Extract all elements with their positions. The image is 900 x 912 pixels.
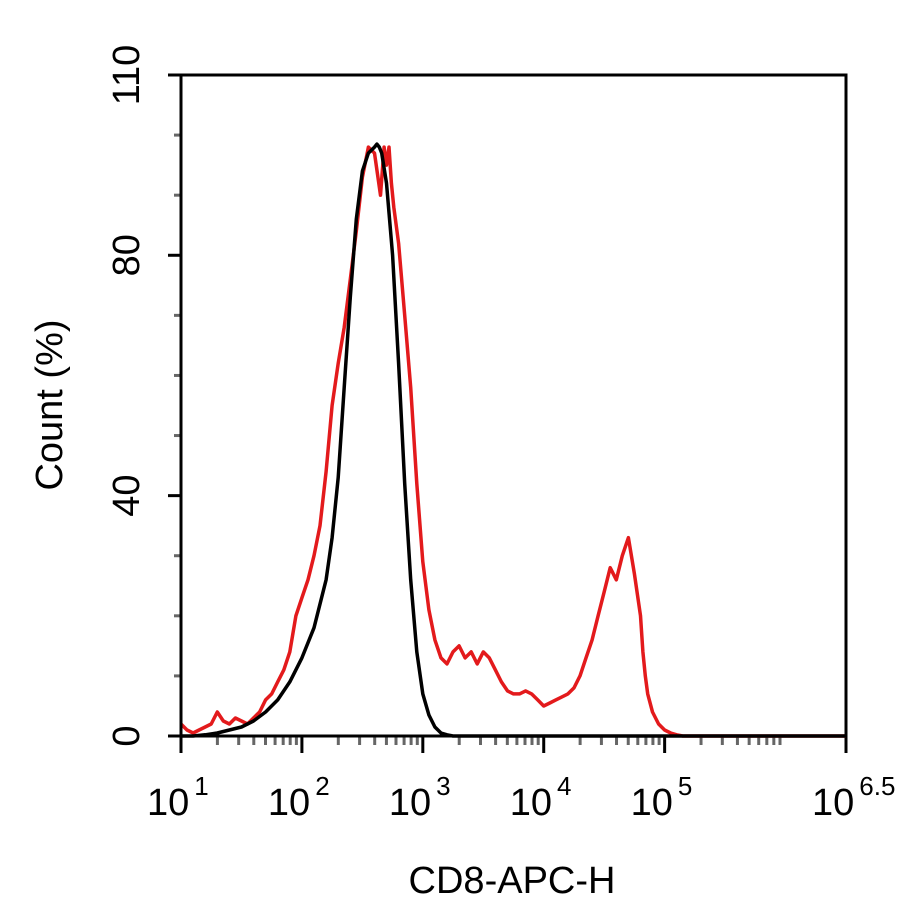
x-axis-title: CD8-APC-H	[409, 860, 616, 902]
y-major-ticks	[168, 73, 181, 738]
x-tick-exponent: 5	[678, 771, 692, 801]
y-tick-label: 0	[106, 725, 148, 746]
y-axis-title: Count (%)	[29, 319, 71, 490]
y-tick-label: 80	[106, 234, 148, 276]
x-minor-ticks	[215, 736, 782, 745]
x-tick-exponent: 2	[315, 771, 329, 801]
series-line-sample	[179, 145, 846, 738]
y-minor-ticks	[174, 133, 181, 678]
x-major-ticks	[179, 736, 848, 753]
series-layer	[179, 142, 846, 738]
x-tick-base: 10	[631, 782, 673, 824]
x-tick-exponent: 1	[194, 771, 208, 801]
x-tick-label: 10 2	[268, 771, 330, 824]
y-tick-labels: 0 40 80 110	[106, 45, 148, 747]
x-tick-labels: 10 1 10 2 10 3 10 4 10 5 10 6.5	[147, 771, 895, 824]
x-tick-base: 10	[389, 782, 431, 824]
x-tick-exponent: 3	[436, 771, 450, 801]
series-line-isotype-control	[181, 142, 846, 738]
y-tick-label: 110	[106, 45, 148, 106]
y-tick-label: 40	[106, 474, 148, 516]
x-tick-base: 10	[268, 782, 310, 824]
x-tick-label: 10 5	[631, 771, 693, 824]
x-tick-label: 10 3	[389, 771, 451, 824]
x-tick-label: 10 4	[510, 771, 572, 824]
x-tick-base: 10	[147, 782, 189, 824]
x-tick-exponent: 4	[557, 771, 571, 801]
x-tick-base: 10	[812, 782, 854, 824]
x-tick-base: 10	[510, 782, 552, 824]
x-tick-label: 10 6.5	[812, 771, 895, 824]
x-tick-label: 10 1	[147, 771, 209, 824]
plot-frame	[179, 73, 848, 738]
x-tick-exponent: 6.5	[859, 771, 895, 801]
